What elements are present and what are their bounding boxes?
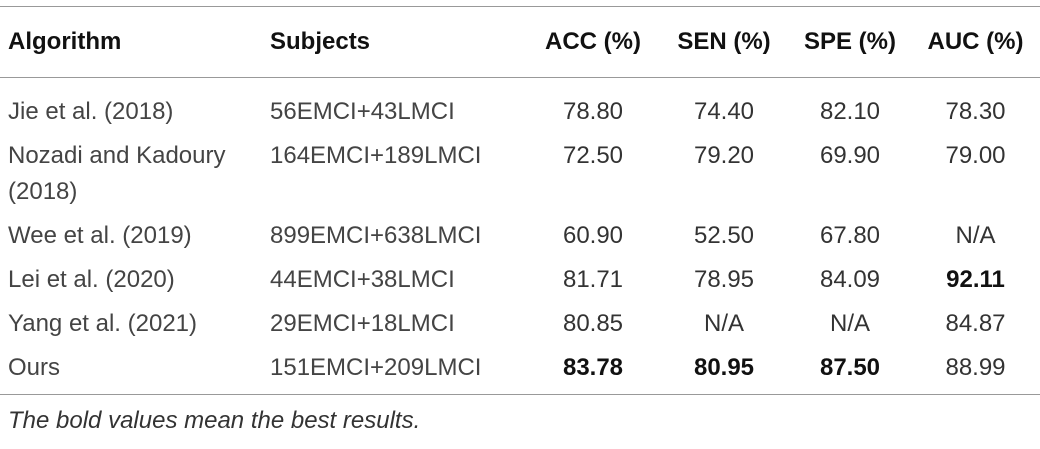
table-cell: 84.87 xyxy=(945,310,1006,337)
table-cell: 78.30 xyxy=(945,98,1006,125)
table-cell: 151EMCI+209LMCI xyxy=(262,346,527,395)
table-cell: 74.40 xyxy=(693,98,755,125)
table-cell: 44EMCI+38LMCI xyxy=(270,266,455,293)
table-cell: Ours xyxy=(0,346,262,395)
table-cell: 79.00 xyxy=(945,142,1006,169)
column-header: AUC (%) xyxy=(911,6,1040,78)
table-cell: 78.80 xyxy=(562,98,624,125)
table-row: Nozadi and Kadoury (2018) 164EMCI+189LMCI… xyxy=(0,134,1040,214)
table-cell: 84.09 xyxy=(819,266,881,293)
table-cell: 899EMCI+638LMCI xyxy=(270,222,482,249)
table-cell: 79.20 xyxy=(693,142,755,169)
table-cell: 72.50 xyxy=(562,142,624,169)
table-cell: 67.80 xyxy=(819,222,881,249)
column-header: SEN (%) xyxy=(659,6,789,78)
header-row: Algorithm Subjects ACC (%) SEN (%) SPE (%) AU… xyxy=(0,6,1040,78)
table-row: Lei et al. (2020) 44EMCI+38LMCI 81.71 78.95… xyxy=(0,258,1040,302)
column-header: SPE (%) xyxy=(789,6,911,78)
table-cell: Lei et al. (2020) xyxy=(8,266,175,293)
column-header: Subjects xyxy=(262,6,527,78)
table-cell: N/A xyxy=(955,222,996,249)
table-cell: 81.71 xyxy=(562,266,624,293)
table-cell: N/A xyxy=(703,310,744,337)
table-cell: 56EMCI+43LMCI xyxy=(270,98,455,125)
table-cell: 78.95 xyxy=(693,266,755,293)
table-cell: 82.10 xyxy=(819,98,881,125)
table-cell: 60.90 xyxy=(562,222,624,249)
table-row: Jie et al. (2018) 56EMCI+43LMCI 78.80 74.40… xyxy=(0,78,1040,135)
page: Algorithm Subjects ACC (%) SEN (%) SPE (%) AU… xyxy=(0,6,1040,449)
table-row: Wee et al. (2019) 899EMCI+638LMCI 60.90 52.… xyxy=(0,214,1040,258)
table-cell: 29EMCI+18LMCI xyxy=(270,310,455,337)
table-body: Jie et al. (2018) 56EMCI+43LMCI 78.80 74.40… xyxy=(0,78,1040,395)
table-cell: 69.90 xyxy=(819,142,881,169)
table-cell: 88.99 xyxy=(911,346,1040,395)
table-cell: 83.78 xyxy=(527,346,659,395)
footnote: The bold values mean the best results. xyxy=(8,407,421,434)
table-cell: 87.50 xyxy=(789,346,911,395)
table-cell: Wee et al. (2019) xyxy=(8,222,192,249)
table-cell: 164EMCI+189LMCI xyxy=(270,142,482,169)
table-cell: 92.11 xyxy=(946,266,1005,293)
table-cell: Yang et al. (2021) xyxy=(8,310,198,337)
table-cell: 80.95 xyxy=(659,346,789,395)
table-row: Ours 151EMCI+209LMCI 83.78 80.95 87.50 88.99 xyxy=(0,346,1040,395)
table-cell: Jie et al. (2018) xyxy=(8,98,174,125)
column-header: Algorithm xyxy=(0,6,262,78)
table-cell: N/A xyxy=(829,310,870,337)
results-table: Algorithm Subjects ACC (%) SEN (%) SPE (%) AU… xyxy=(0,6,1040,395)
column-header: ACC (%) xyxy=(527,6,659,78)
table-cell: 52.50 xyxy=(693,222,755,249)
table-cell: Nozadi and Kadoury (2018) xyxy=(8,142,226,205)
table-row: Yang et al. (2021) 29EMCI+18LMCI 80.85 N/A N… xyxy=(0,302,1040,346)
table-cell: 80.85 xyxy=(562,310,624,337)
